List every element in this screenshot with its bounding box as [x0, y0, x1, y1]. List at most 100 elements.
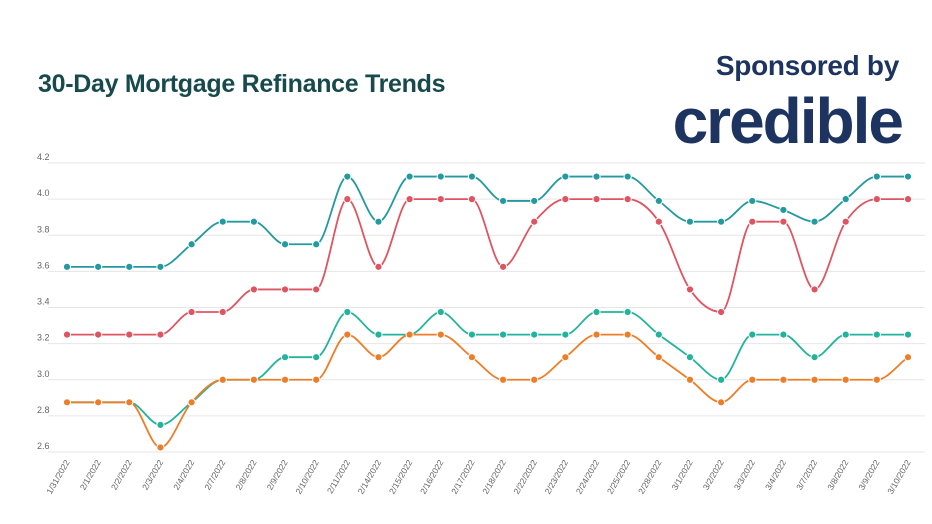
- data-point: [218, 375, 227, 384]
- y-tick-label: 2.8: [37, 405, 50, 415]
- x-tick-label: 2/14/2022: [356, 458, 384, 496]
- x-tick-label: 2/1/2022: [78, 458, 103, 492]
- x-tick-label: 3/10/2022: [885, 458, 913, 496]
- y-tick-label: 3.8: [37, 224, 50, 234]
- data-point: [312, 240, 321, 249]
- data-point: [436, 330, 445, 339]
- x-tick-label: 2/25/2022: [605, 458, 633, 496]
- data-point: [94, 330, 103, 339]
- data-point: [903, 195, 913, 204]
- x-tick-label: 2/4/2022: [171, 458, 196, 492]
- data-point: [62, 398, 72, 407]
- data-point: [187, 398, 196, 407]
- data-point: [561, 353, 570, 362]
- data-point: [343, 307, 352, 317]
- data-point: [872, 375, 881, 384]
- data-point: [841, 217, 850, 226]
- data-point: [872, 330, 881, 339]
- data-point: [312, 285, 321, 294]
- data-point: [498, 330, 508, 339]
- x-tick-label: 2/18/2022: [480, 458, 508, 496]
- x-tick-label: 2/17/2022: [449, 458, 477, 496]
- data-point: [249, 217, 258, 226]
- data-point: [249, 375, 258, 384]
- data-point: [903, 172, 913, 181]
- x-tick-label: 3/1/2022: [669, 458, 694, 492]
- data-point: [748, 330, 757, 339]
- data-point: [717, 307, 726, 317]
- data-point: [841, 375, 850, 384]
- series-3: [62, 330, 913, 452]
- data-point: [779, 375, 788, 384]
- data-point: [685, 353, 695, 362]
- data-point: [374, 262, 383, 271]
- data-point: [125, 330, 134, 339]
- data-point: [530, 330, 539, 339]
- data-point: [779, 217, 788, 226]
- data-point: [654, 196, 663, 206]
- y-tick-label: 3.0: [37, 369, 50, 379]
- data-point: [561, 172, 570, 181]
- data-point: [467, 172, 477, 181]
- data-point: [280, 285, 290, 294]
- data-point: [94, 398, 103, 407]
- data-point: [561, 330, 570, 339]
- data-point: [156, 330, 165, 339]
- data-point: [810, 375, 819, 384]
- data-point: [187, 240, 196, 249]
- y-tick-label: 3.4: [37, 297, 50, 307]
- data-point: [717, 375, 726, 384]
- data-point: [405, 172, 414, 181]
- data-point: [748, 217, 757, 226]
- data-point: [125, 398, 134, 407]
- data-point: [343, 172, 352, 181]
- data-point: [779, 205, 788, 215]
- data-point: [654, 217, 663, 226]
- data-point: [903, 353, 913, 362]
- data-point: [343, 195, 352, 204]
- x-tick-label: 2/23/2022: [543, 458, 571, 496]
- data-point: [623, 172, 632, 181]
- data-point: [561, 195, 570, 204]
- data-point: [62, 330, 72, 339]
- data-point: [592, 307, 601, 317]
- data-point: [467, 195, 477, 204]
- data-point: [685, 285, 695, 294]
- data-point: [903, 330, 913, 339]
- series-line: [67, 311, 908, 426]
- data-point: [841, 330, 850, 339]
- x-tick-label: 2/8/2022: [233, 458, 258, 492]
- data-point: [374, 217, 383, 226]
- x-tick-label: 2/10/2022: [293, 458, 321, 496]
- data-point: [467, 330, 477, 339]
- data-point: [156, 420, 165, 430]
- data-point: [592, 172, 601, 181]
- data-point: [187, 307, 196, 317]
- data-point: [405, 330, 414, 339]
- series-line: [67, 333, 909, 449]
- x-tick-label: 3/8/2022: [825, 458, 850, 492]
- series-0: [62, 172, 913, 271]
- data-point: [312, 375, 321, 384]
- data-point: [592, 195, 601, 204]
- x-tick-label: 3/2/2022: [701, 458, 726, 492]
- data-point: [218, 307, 227, 317]
- data-point: [685, 375, 695, 384]
- data-point: [436, 172, 445, 181]
- data-point: [685, 217, 695, 226]
- series-line: [67, 198, 908, 336]
- data-point: [623, 330, 632, 339]
- data-point: [280, 240, 290, 249]
- x-tick-label: 2/22/2022: [511, 458, 539, 496]
- series-line: [66, 175, 908, 268]
- data-point: [343, 330, 352, 339]
- data-point: [125, 262, 134, 271]
- data-point: [62, 262, 72, 271]
- data-point: [872, 195, 881, 204]
- data-point: [717, 217, 726, 226]
- x-tick-label: 3/7/2022: [794, 458, 819, 492]
- data-point: [623, 307, 632, 317]
- data-point: [748, 375, 757, 384]
- data-point: [94, 262, 103, 271]
